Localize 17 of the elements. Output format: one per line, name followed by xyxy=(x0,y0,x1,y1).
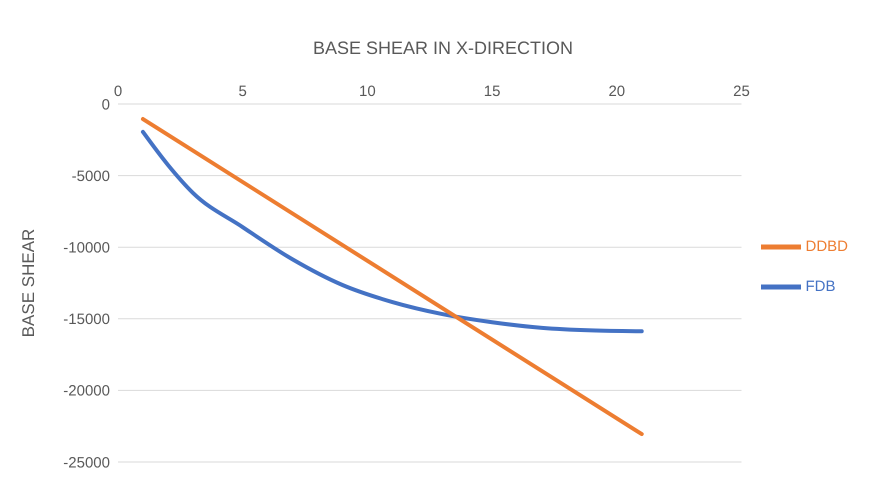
y-axis-title: BASE SHEAR xyxy=(19,228,38,338)
y-tick-label: -5000 xyxy=(72,168,110,185)
x-tick-label: 5 xyxy=(238,83,247,100)
x-tick-label: 20 xyxy=(608,83,626,100)
y-tick-label: -15000 xyxy=(63,311,110,328)
x-tick-label: 10 xyxy=(359,83,376,100)
y-tick-label: -20000 xyxy=(63,382,110,400)
y-tick-label: -25000 xyxy=(63,454,110,472)
x-tick-label: 15 xyxy=(484,83,500,100)
line-series xyxy=(140,130,644,334)
x-tick-label: 25 xyxy=(733,83,750,100)
y-tick-label: -10000 xyxy=(63,240,110,257)
x-tick-label: 0 xyxy=(114,83,122,100)
legend-label: DDBD xyxy=(805,238,848,255)
chart-title: BASE SHEAR IN X-DIRECTION xyxy=(312,37,574,60)
legend-label: FDB xyxy=(805,278,836,295)
y-tick-label: 0 xyxy=(102,96,110,114)
